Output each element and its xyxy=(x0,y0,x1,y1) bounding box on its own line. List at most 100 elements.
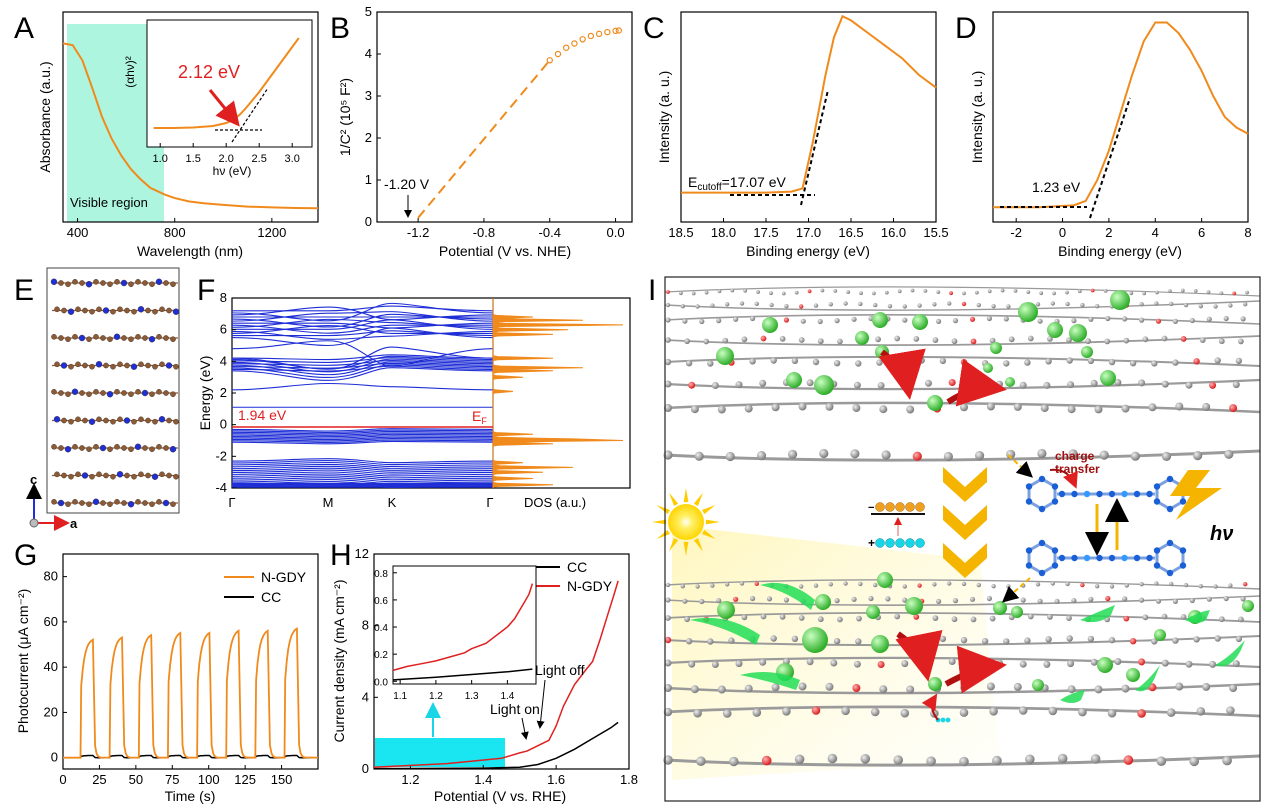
carbon-atom xyxy=(54,471,60,478)
band-line xyxy=(231,436,494,441)
carbon-atom xyxy=(1122,316,1128,322)
ring-atom xyxy=(1179,562,1187,569)
carbon-atom xyxy=(1035,302,1041,307)
carbon-atom xyxy=(1209,660,1217,668)
sun-ray xyxy=(656,505,671,515)
carbon-atom xyxy=(121,445,127,451)
carbon-atom xyxy=(82,307,88,314)
ring-atom xyxy=(1025,562,1033,569)
carbon-atom xyxy=(695,584,700,589)
chain-atom xyxy=(1058,490,1066,498)
carbon-atom xyxy=(664,659,672,667)
carbon-atom xyxy=(756,290,760,294)
carbon-atom xyxy=(103,362,109,369)
nitrogen-atom xyxy=(1090,288,1095,293)
hydrogen-molecule xyxy=(983,363,993,373)
panel-h-chart: 1.2 1.4 1.6 1.8 0 4 8 12 CC N-GDY Light off Lig… xyxy=(331,546,638,804)
inset-h-ytick-label: 0.4 xyxy=(374,623,388,634)
carbon-atom xyxy=(760,613,767,620)
carbon-atom xyxy=(75,306,81,313)
carbon-atom xyxy=(798,402,807,411)
carbon-atom xyxy=(1122,596,1128,602)
carbon-atom xyxy=(65,501,71,508)
carbon-atom xyxy=(860,754,871,764)
visible-region-label: Visible region xyxy=(70,195,148,210)
carbon-atom xyxy=(788,449,798,459)
carbon-atom xyxy=(716,318,722,324)
carbon-atom xyxy=(1114,379,1122,386)
nitrogen-atom xyxy=(88,418,96,425)
carbon-atom xyxy=(1161,659,1169,667)
panel-label-d: D xyxy=(955,12,977,45)
carbon-atom xyxy=(1090,754,1101,764)
lsv-ngdy-curve xyxy=(373,580,619,768)
hydrogen-molecule xyxy=(717,601,735,619)
panel-c-xtick-label: 18.0 xyxy=(711,225,736,240)
carbon-atom xyxy=(1094,685,1103,694)
carbon-atom xyxy=(1109,584,1115,589)
carbon-atom xyxy=(851,316,857,322)
carbon-atom xyxy=(79,390,85,396)
carbon-atom xyxy=(1154,581,1159,586)
carbon-atom xyxy=(879,685,888,694)
panel-d-chart: -2 0 2 4 6 8 1.23 eV Binding energy (eV) Inte… xyxy=(969,11,1252,259)
carbon-atom xyxy=(1185,660,1193,668)
carbon-atom xyxy=(926,756,936,766)
carbon-atom xyxy=(166,307,172,314)
legend-ngdy-label: N-GDY xyxy=(261,569,307,585)
carbon-atom xyxy=(1067,685,1076,694)
carbon-atom xyxy=(138,361,144,368)
ring-atom xyxy=(1153,547,1161,554)
carbon-atom xyxy=(725,451,735,462)
carbon-atom xyxy=(771,683,780,692)
carbon-atom xyxy=(68,363,74,370)
data-point xyxy=(604,28,611,36)
carbon-atom xyxy=(145,417,151,424)
nitrogen-atom xyxy=(165,362,173,369)
carbon-atom xyxy=(1206,290,1211,295)
carbon-atom xyxy=(1151,638,1158,645)
carbon-atom xyxy=(741,336,748,343)
panel-f-ytick-label: 6 xyxy=(220,322,227,337)
carbon-atom xyxy=(1050,301,1056,306)
carbon-atom xyxy=(149,281,155,288)
inset-h-ytick-label: 0.0 xyxy=(374,677,388,688)
carbon-atom xyxy=(1003,316,1009,322)
carbon-atom xyxy=(716,598,722,604)
carbon-atom xyxy=(1054,598,1060,605)
carbon-atom xyxy=(1095,584,1100,589)
carbon-atom xyxy=(739,301,745,306)
nitrogen-atom xyxy=(1123,615,1130,622)
panel-label-a: A xyxy=(14,12,34,45)
carbon-atom xyxy=(1039,291,1044,296)
hydrogen-molecule xyxy=(1069,324,1087,342)
panel-h-xlabel: Potential (V vs. RHE) xyxy=(434,788,566,804)
carbon-atom xyxy=(1196,707,1206,716)
panel-g-ytick-label: 80 xyxy=(44,569,58,584)
ring-atom xyxy=(1025,547,1033,554)
carbon-atom xyxy=(100,280,106,286)
carbon-atom xyxy=(1138,379,1146,387)
chain-atom xyxy=(1133,554,1141,562)
carbon-atom xyxy=(710,583,715,588)
carbon-atom xyxy=(989,337,996,344)
nitrogen-atom xyxy=(877,661,885,668)
inset-h-xtick-label: 1.1 xyxy=(393,691,407,702)
hole xyxy=(915,538,925,548)
panel-b-ytick-label: 4 xyxy=(365,46,372,61)
carbon-atom xyxy=(1139,317,1145,323)
carbon-atom xyxy=(1235,357,1243,365)
carbon-atom xyxy=(828,582,833,587)
chevron-3 xyxy=(943,543,987,578)
carbon-atom xyxy=(156,333,162,340)
carbon-atom xyxy=(685,638,693,645)
panel-g-chart: 0 25 50 75 100 125 150 0 20 40 60 80 N-GDY CC Time … xyxy=(15,553,319,804)
nitrogen-atom xyxy=(60,362,68,369)
panel-d-xtick-label: 4 xyxy=(1152,225,1159,240)
carbon-atom xyxy=(694,451,704,461)
carbon-atom xyxy=(1155,290,1159,295)
carbon-atom xyxy=(959,708,969,717)
carbon-atom xyxy=(717,685,726,694)
sun-ray xyxy=(656,529,671,539)
carbon-atom xyxy=(825,682,834,691)
